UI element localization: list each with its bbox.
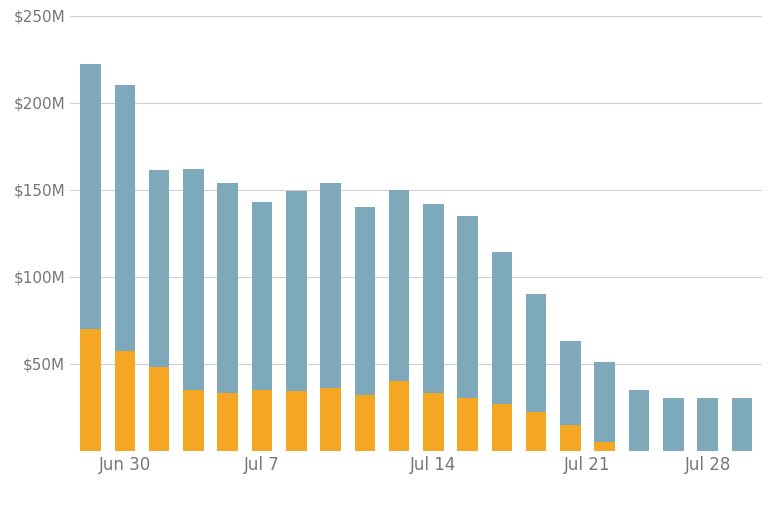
Bar <box>423 393 443 451</box>
Bar <box>252 390 272 451</box>
Bar <box>80 64 101 329</box>
Bar <box>560 341 580 425</box>
Bar <box>217 393 238 451</box>
Bar <box>492 404 512 451</box>
Bar <box>286 392 307 451</box>
Bar <box>321 183 341 388</box>
Bar <box>114 85 135 351</box>
Bar <box>457 215 478 398</box>
Bar <box>183 169 204 390</box>
Bar <box>594 362 615 442</box>
Bar <box>731 398 752 451</box>
Bar <box>663 398 684 451</box>
Bar <box>355 395 375 451</box>
Bar <box>457 398 478 451</box>
Bar <box>526 294 546 412</box>
Bar <box>149 367 170 451</box>
Bar <box>594 442 615 451</box>
Bar <box>629 390 650 451</box>
Bar <box>252 202 272 390</box>
Bar <box>321 388 341 451</box>
Bar <box>697 398 718 451</box>
Bar <box>183 390 204 451</box>
Bar <box>560 425 580 451</box>
Bar <box>389 381 409 451</box>
Bar <box>492 252 512 404</box>
Bar <box>80 329 101 451</box>
Bar <box>114 351 135 451</box>
Bar <box>526 412 546 451</box>
Bar <box>286 191 307 392</box>
Bar <box>389 190 409 381</box>
Bar <box>217 183 238 393</box>
Bar <box>423 204 443 393</box>
Bar <box>149 170 170 367</box>
Bar <box>355 207 375 395</box>
